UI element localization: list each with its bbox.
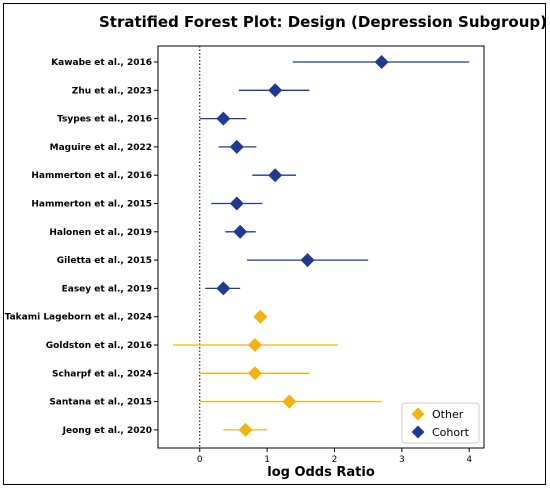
study-label: Jeong et al., 2020	[62, 426, 152, 436]
study-row: Hammerton et al., 2015	[31, 196, 263, 211]
study-row: Maguire et al., 2022	[50, 139, 257, 154]
study-row: Zhu et al., 2023	[72, 83, 310, 98]
study-label: Halonen et al., 2019	[49, 228, 152, 238]
study-label: Easey et al., 2019	[62, 284, 152, 294]
point-estimate-marker	[300, 253, 315, 268]
study-label: Santana et al., 2015	[49, 398, 152, 408]
study-row: Scharpf et al., 2024	[52, 366, 310, 381]
study-label: Tsypes et al., 2016	[57, 115, 152, 125]
point-estimate-marker	[282, 394, 297, 409]
study-row: Takami Lageborn et al., 2024	[5, 309, 268, 324]
legend-label-other: Other	[432, 408, 464, 421]
study-label: Hammerton et al., 2016	[31, 171, 152, 181]
legend-marker-cohort	[411, 425, 425, 439]
x-tick-label: 2	[332, 455, 338, 465]
study-row: Easey et al., 2019	[62, 281, 241, 296]
study-label: Maguire et al., 2022	[50, 143, 152, 153]
study-label: Zhu et al., 2023	[72, 86, 152, 96]
study-label: Hammerton et al., 2015	[31, 200, 152, 210]
x-tick-label: 0	[197, 455, 203, 465]
point-estimate-marker	[374, 55, 389, 69]
study-label: Kawabe et al., 2016	[51, 58, 152, 68]
x-axis: 0 1 2 3 4	[197, 448, 472, 465]
study-rows: Kawabe et al., 2016 Zhu et al., 2023 Tsype…	[5, 55, 470, 437]
x-tick-label: 1	[264, 455, 270, 465]
study-row: Halonen et al., 2019	[49, 224, 256, 239]
point-estimate-marker	[247, 366, 262, 381]
x-axis-label: log Odds Ratio	[267, 465, 375, 480]
chart-title: Stratified Forest Plot: Design (Depressi…	[99, 13, 547, 31]
study-row: Hammerton et al., 2016	[31, 168, 297, 183]
point-estimate-marker	[247, 338, 262, 352]
x-tick-label: 4	[466, 455, 472, 465]
plot-area	[157, 45, 485, 449]
point-estimate-marker	[216, 111, 231, 126]
point-estimate-marker	[233, 224, 248, 239]
study-label: Takami Lageborn et al., 2024	[5, 313, 152, 323]
study-row: Jeong et al., 2020	[62, 422, 268, 437]
point-estimate-marker	[238, 422, 253, 437]
study-row: Goldston et al., 2016	[46, 338, 338, 352]
point-estimate-marker	[229, 196, 244, 211]
study-label: Giletta et al., 2015	[57, 256, 152, 266]
legend-label-cohort: Cohort	[432, 426, 470, 439]
point-estimate-marker	[216, 281, 231, 296]
study-row: Tsypes et al., 2016	[57, 111, 247, 126]
legend: Other Cohort	[401, 402, 480, 444]
study-row: Kawabe et al., 2016	[51, 55, 470, 69]
point-estimate-marker	[268, 168, 283, 183]
study-label: Scharpf et al., 2024	[52, 369, 152, 379]
study-row: Santana et al., 2015	[49, 394, 382, 409]
point-estimate-marker	[253, 309, 268, 324]
study-label: Goldston et al., 2016	[46, 341, 152, 351]
point-estimate-marker	[268, 83, 283, 98]
study-row: Giletta et al., 2015	[57, 253, 369, 268]
point-estimate-marker	[229, 139, 244, 154]
legend-marker-other	[411, 407, 425, 421]
x-tick-label: 3	[399, 455, 405, 465]
